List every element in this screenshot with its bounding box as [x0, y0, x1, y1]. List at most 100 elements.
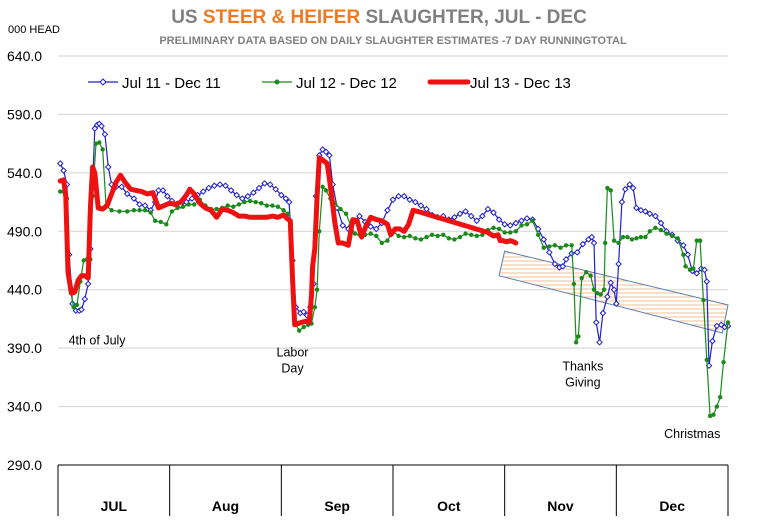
data-point: [155, 187, 162, 194]
data-point: [320, 184, 325, 190]
data-point: [441, 232, 446, 237]
chart-title: US STEER & HEIFER SLAUGHTER, JUL - DEC: [171, 7, 587, 28]
data-point: [579, 275, 584, 281]
data-point: [683, 264, 688, 269]
data-point: [604, 293, 611, 301]
data-point: [326, 152, 333, 159]
data-point: [123, 190, 131, 198]
data-point: [396, 233, 401, 239]
data-point: [463, 231, 468, 236]
data-point: [725, 320, 731, 325]
data-point: [322, 148, 330, 156]
data-point: [541, 245, 546, 250]
data-point: [552, 243, 558, 248]
data-point: [233, 191, 240, 199]
data-point: [164, 222, 169, 227]
data-point: [56, 160, 64, 167]
data-point: [281, 208, 286, 213]
data-point: [368, 231, 373, 236]
data-point: [474, 233, 479, 239]
data-point: [152, 218, 158, 223]
data-point: [501, 220, 508, 228]
data-point: [608, 188, 613, 193]
data-point: [93, 141, 99, 146]
data-point: [633, 204, 640, 212]
data-point: [693, 270, 701, 277]
data-point: [669, 233, 675, 239]
data-point: [573, 249, 581, 256]
legend-label: Jul 13 - Dec 13: [470, 75, 571, 92]
data-point: [412, 198, 419, 206]
data-point: [546, 249, 553, 256]
data-point: [664, 231, 669, 236]
data-point: [104, 163, 112, 171]
annotation: Christmas: [664, 427, 720, 441]
data-point: [709, 337, 716, 345]
data-point: [456, 210, 464, 218]
data-point: [261, 180, 268, 187]
data-point: [508, 230, 513, 235]
data-point: [592, 319, 600, 326]
y-axis-ticks: 640.0 590.0 540.0 490.0 440.0 390.0 340.0 290.0: [7, 48, 42, 473]
data-point: [424, 234, 429, 240]
data-point: [701, 298, 706, 303]
data-point: [158, 219, 163, 225]
data-point: [620, 234, 626, 240]
data-point: [629, 237, 635, 242]
data-point: [590, 239, 598, 247]
data-point: [551, 260, 559, 268]
data-point: [339, 222, 347, 229]
data-point: [569, 243, 574, 248]
data-point: [78, 306, 85, 313]
data-point: [576, 334, 581, 339]
data-point: [588, 273, 593, 278]
data-point: [703, 278, 711, 285]
annotation: Labor Day: [277, 345, 309, 375]
data-point: [379, 240, 385, 246]
data-point: [186, 202, 191, 207]
data-point: [506, 222, 514, 229]
data-point: [435, 233, 440, 239]
data-point: [71, 305, 76, 310]
data-point: [192, 202, 197, 207]
annotations: 4th of July Labor Day Thanks Giving Christmas: [69, 334, 721, 441]
data-point: [222, 182, 229, 190]
data-point: [300, 308, 307, 316]
data-point: [607, 279, 615, 287]
data-point: [384, 206, 391, 214]
data-point: [109, 208, 114, 213]
series-1: [56, 120, 732, 369]
data-point: [100, 147, 105, 152]
data-point: [610, 286, 618, 294]
data-point: [468, 232, 474, 237]
series-2: [58, 140, 731, 419]
data-point: [356, 212, 363, 220]
data-point: [255, 184, 263, 192]
data-point: [275, 204, 281, 209]
y-tick-label: 340.0: [7, 399, 42, 415]
data-point: [625, 234, 630, 240]
data-point: [518, 217, 525, 225]
chart-subtitle: PRELIMINARY DATA BASED ON DAILY SLAUGHTE…: [159, 35, 627, 47]
data-point: [573, 340, 579, 345]
data-point: [647, 229, 653, 234]
y-tick-label: 290.0: [7, 457, 42, 473]
data-point: [406, 196, 414, 204]
x-tick-label: Aug: [212, 498, 239, 514]
data-point: [457, 234, 463, 240]
y-tick-label: 390.0: [7, 340, 42, 356]
data-point: [598, 292, 603, 297]
data-point: [374, 233, 379, 239]
data-point: [199, 188, 207, 195]
data-point: [563, 243, 569, 248]
data-point: [74, 302, 80, 308]
data-point: [643, 234, 648, 240]
x-tick-label: JUL: [101, 498, 128, 514]
legend-label: Jul 12 - Dec 12: [296, 75, 397, 92]
data-point: [571, 281, 577, 287]
data-point: [591, 287, 597, 292]
data-point: [205, 184, 213, 192]
data-point: [259, 201, 264, 206]
data-point: [680, 242, 687, 249]
